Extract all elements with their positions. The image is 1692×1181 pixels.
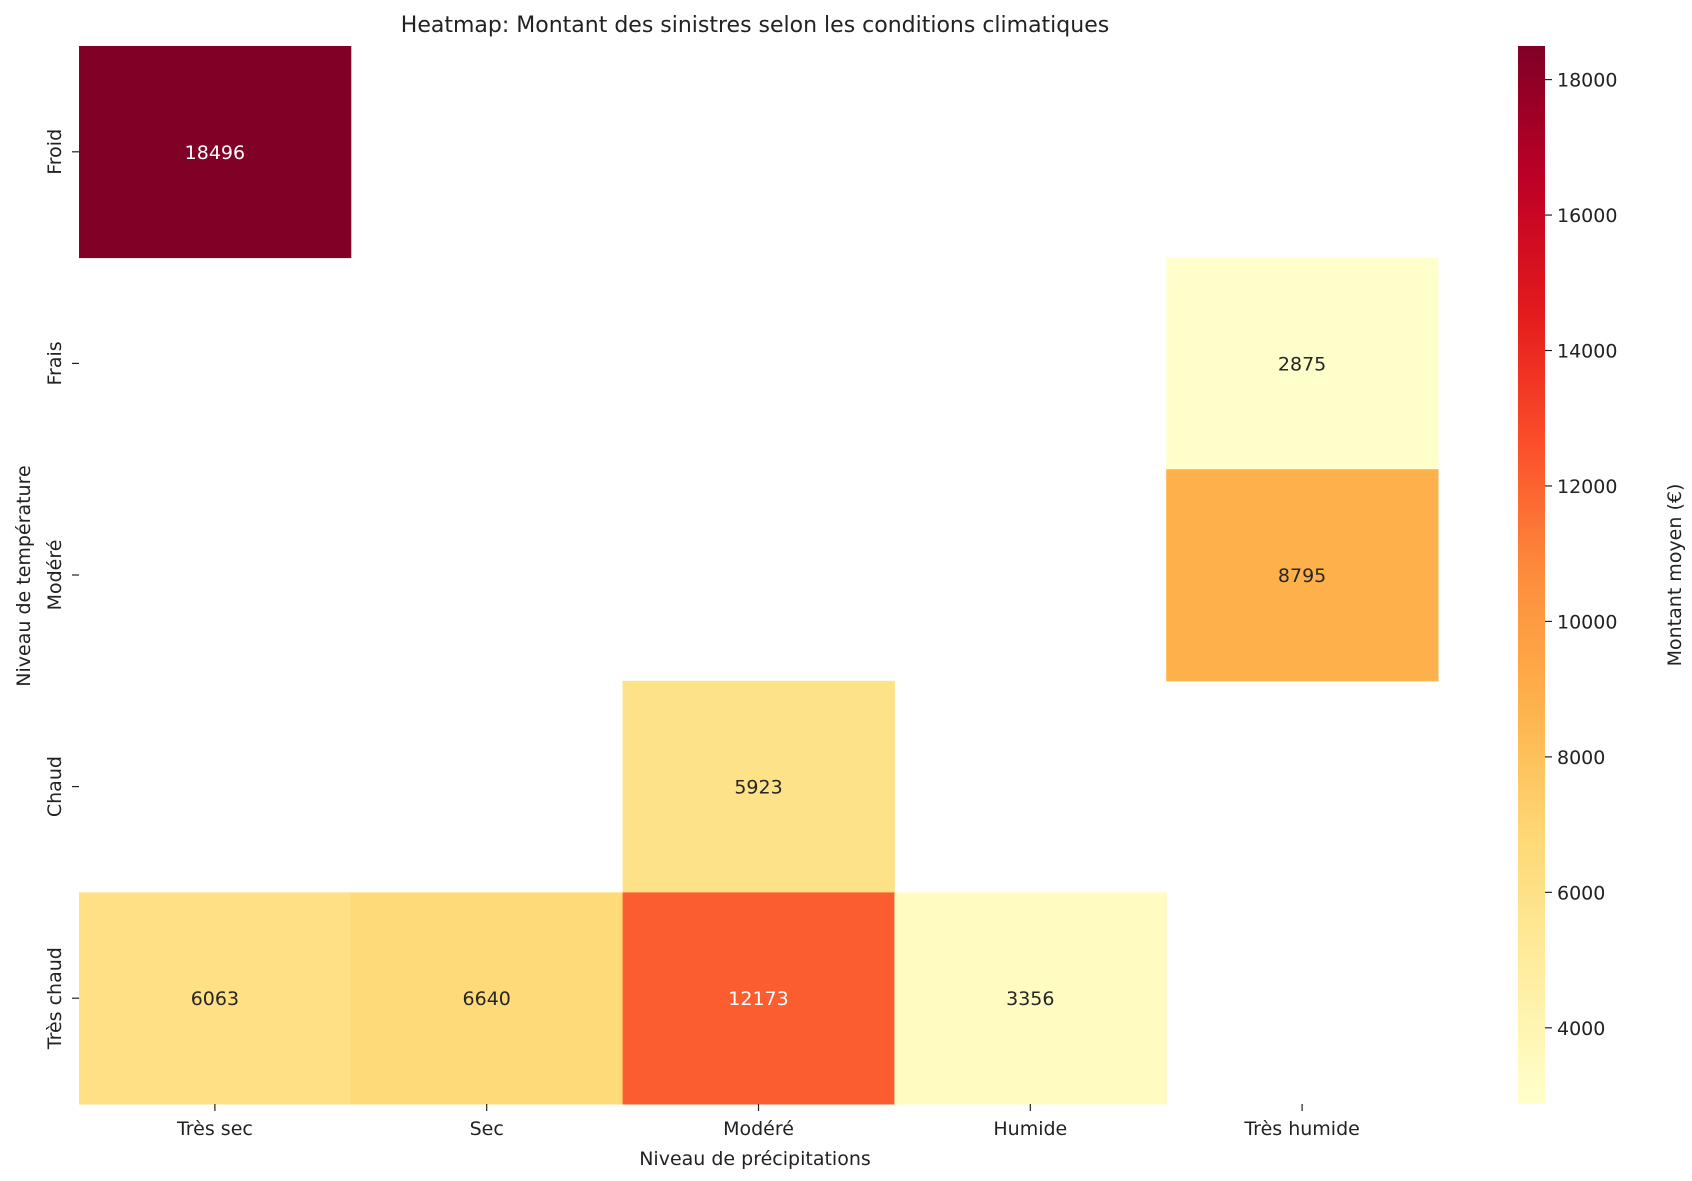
- colorbar-tick-label: 16000: [1557, 205, 1617, 227]
- cell-value-label: 2875: [1278, 353, 1326, 375]
- x-axis-label: Niveau de précipitations: [639, 1148, 871, 1170]
- y-tick-label: Modéré: [44, 540, 66, 611]
- colorbar-ticks: 4000 6000 8000 10000 12000 14000 16000 18000: [1545, 70, 1617, 1040]
- y-axis-label: Niveau de température: [13, 465, 35, 686]
- heatmap-cells: [79, 46, 1439, 1105]
- x-tick-label: Très sec: [176, 1118, 253, 1140]
- colorbar-label: Montant moyen (€): [1664, 484, 1686, 667]
- y-tick-label: Chaud: [44, 756, 66, 817]
- cell-value-label: 3356: [1006, 988, 1054, 1010]
- chart-title: Heatmap: Montant des sinistres selon les…: [401, 13, 1109, 38]
- heatmap-cell: [622, 892, 895, 1105]
- cell-value-label: 12173: [728, 988, 788, 1010]
- colorbar-tick-label: 18000: [1557, 70, 1617, 92]
- y-axis: Froid Frais Modéré Chaud Très chaud: [44, 129, 79, 1050]
- x-tick-label: Sec: [470, 1118, 504, 1140]
- heatmap-cell: [79, 892, 352, 1105]
- cell-value-label: 6063: [191, 988, 239, 1010]
- cell-value-label: 8795: [1278, 565, 1326, 587]
- heatmap-cell: [79, 46, 352, 259]
- colorbar-tick-label: 14000: [1557, 341, 1617, 363]
- cell-value-label: 18496: [185, 142, 245, 164]
- heatmap-cell: [622, 680, 895, 893]
- heatmap-cell: [894, 892, 1167, 1105]
- heatmap-cell: [350, 892, 624, 1105]
- x-axis: Très sec Sec Modéré Humide Très humide: [176, 1104, 1360, 1140]
- heatmap-cell: [1166, 469, 1439, 682]
- colorbar-tick-label: 8000: [1557, 747, 1605, 769]
- x-tick-label: Humide: [993, 1118, 1067, 1140]
- y-tick-label: Froid: [44, 129, 66, 175]
- y-tick-label: Frais: [44, 341, 66, 385]
- colorbar-tick-label: 10000: [1557, 611, 1617, 633]
- heatmap-cell-labels: 18496 2875 8795 5923 6063 6640 12173 3356: [185, 142, 1327, 1010]
- heatmap-cell: [1166, 257, 1439, 470]
- x-tick-label: Modéré: [723, 1118, 794, 1140]
- y-tick-label: Très chaud: [44, 947, 66, 1050]
- colorbar-tick-label: 4000: [1557, 1018, 1605, 1040]
- colorbar-tick-label: 12000: [1557, 476, 1617, 498]
- cell-value-label: 6640: [463, 988, 511, 1010]
- colorbar: [1518, 46, 1545, 1104]
- cell-value-label: 5923: [734, 777, 782, 799]
- colorbar-tick-label: 6000: [1557, 882, 1605, 904]
- x-tick-label: Très humide: [1243, 1118, 1359, 1140]
